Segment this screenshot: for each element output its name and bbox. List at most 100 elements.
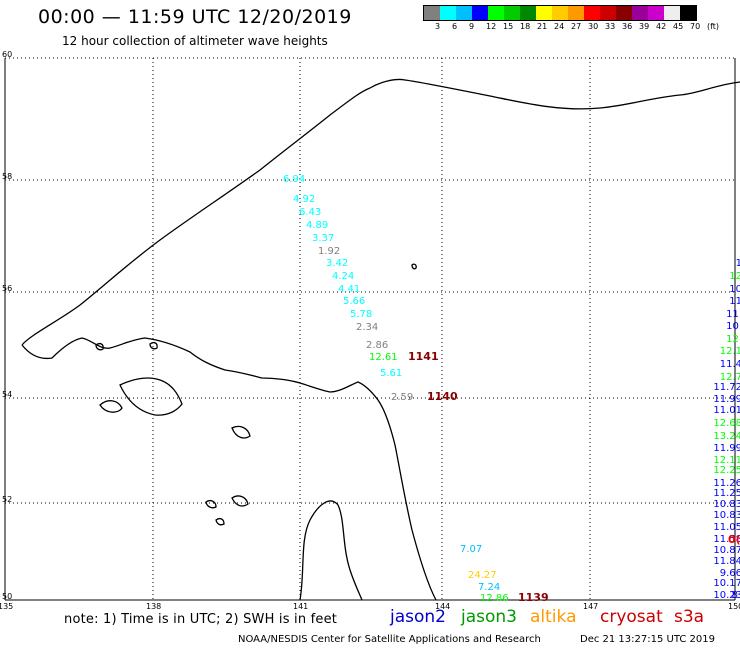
legend-label: 15 <box>503 22 514 31</box>
small-island-2 <box>231 425 251 439</box>
legend-swatch <box>424 6 440 20</box>
legend-label: 33 <box>605 22 616 31</box>
legend-swatch <box>472 6 488 20</box>
wave-height-label: 1141 <box>408 350 439 363</box>
legend-swatch <box>456 6 472 20</box>
wave-height-label: 11.99 <box>713 443 740 454</box>
island-west <box>299 500 363 601</box>
latitude-tick-label: 60 <box>2 50 12 59</box>
latitude-tick-label: 54 <box>2 390 12 399</box>
small-island-4 <box>205 500 217 509</box>
wave-height-label: 5.61 <box>380 368 402 379</box>
legend-swatch <box>680 6 696 20</box>
longitude-tick-label: 138 <box>146 602 161 611</box>
wave-height-label: 4.41 <box>338 284 360 295</box>
legend-label: 36 <box>622 22 633 31</box>
legend-label: 21 <box>537 22 548 31</box>
mainland-coast <box>21 78 740 346</box>
wave-height-label: 11.25 <box>713 488 740 499</box>
wave-height-label: 12.11 <box>713 455 740 466</box>
wave-height-label: 12. <box>726 334 740 345</box>
legend-label: 45 <box>673 22 684 31</box>
wave-height-label: 3.42 <box>326 258 348 269</box>
wave-height-label: 11.99 <box>713 394 740 405</box>
legend-swatch <box>568 6 584 20</box>
wave-height-label: 3.37 <box>312 233 334 244</box>
wave-height-label: 12.25 <box>713 465 740 476</box>
legend-label: (ft) <box>707 22 720 31</box>
satellite-name: jason3 <box>461 607 517 627</box>
small-island-3 <box>231 495 249 507</box>
legend-label: 3 <box>435 22 441 31</box>
longitude-tick-label: 150 <box>728 602 740 611</box>
legend-label: 12 <box>486 22 497 31</box>
legend-swatch <box>552 6 568 20</box>
legend-label: 18 <box>520 22 531 31</box>
longitude-tick-label: 141 <box>293 602 308 611</box>
small-island-8 <box>411 263 417 270</box>
wave-height-label: 12.68 <box>713 418 740 429</box>
wave-height-label: 10.83 <box>713 510 740 521</box>
wave-height-label: 9.66 <box>720 568 740 579</box>
latitude-tick-label: 52 <box>2 495 12 504</box>
legend-label: 30 <box>588 22 599 31</box>
latitude-tick-label: 50 <box>2 592 12 601</box>
wave-height-label: 2.34 <box>356 322 378 333</box>
wave-height-label: 12.7 <box>720 372 740 383</box>
legend-label: 39 <box>639 22 650 31</box>
wave-height-label: 10.83 <box>713 499 740 510</box>
satellite-name: cryosat <box>600 607 663 627</box>
wave-height-label: 11 <box>729 296 740 307</box>
wave-height-label: 10.23 <box>713 590 740 601</box>
wave-height-label: 10.87 <box>713 545 740 556</box>
wave-height-label: 6.94 <box>283 174 305 185</box>
gulf-coast <box>21 337 437 601</box>
wave-height-label: 2.86 <box>366 340 388 351</box>
wave-height-label: 12.1 <box>720 346 740 357</box>
bay-outline <box>119 377 183 416</box>
wave-height-label: 10 <box>729 284 740 295</box>
wave-height-label: 12.61 <box>369 352 398 363</box>
small-island-5 <box>215 517 225 526</box>
wave-height-label: 7.24 <box>478 582 500 593</box>
legend-swatch <box>504 6 520 20</box>
wave-height-label: 24.27 <box>468 570 497 581</box>
satellite-name: altika <box>530 607 577 627</box>
wave-height-label: 11.72 <box>713 382 740 393</box>
legend-swatch <box>584 6 600 20</box>
color-legend-labels: 3 6 9 12 15 18 21 24 27 30 33 36 39 42 45 70 (ft) <box>423 22 740 34</box>
lat-lon-grid <box>4 57 736 601</box>
coastline <box>21 78 740 601</box>
legend-label: 27 <box>571 22 582 31</box>
legend-swatch <box>616 6 632 20</box>
wave-height-label: 13.24 <box>713 431 740 442</box>
legend-swatch <box>520 6 536 20</box>
wave-height-label: 12.86 <box>480 593 509 604</box>
wave-height-label: 8 <box>732 590 738 601</box>
wave-height-label: 12 <box>729 271 740 282</box>
legend-swatch <box>648 6 664 20</box>
legend-swatch <box>632 6 648 20</box>
footer-credit: NOAA/NESDIS Center for Satellite Applica… <box>238 634 541 645</box>
wave-height-label: 5.78 <box>350 309 372 320</box>
legend-label: 9 <box>469 22 475 31</box>
wave-height-label: 11.26 <box>713 478 740 489</box>
longitude-tick-label: 135 <box>0 602 13 611</box>
wave-height-labels: 6.94 4.92 6.43 4.89 3.37 1.923.42 4.24 4.415.66… <box>283 174 740 604</box>
wave-height-label: 1.92 <box>318 246 340 257</box>
wave-height-label: 1 <box>736 258 740 269</box>
small-island-7 <box>149 341 158 350</box>
legend-swatch <box>440 6 456 20</box>
wave-height-label: 11.84 <box>713 556 740 567</box>
wave-height-label: 11.01 <box>713 405 740 416</box>
wave-height-label: 11.58 <box>713 534 740 545</box>
legend-swatch <box>600 6 616 20</box>
small-island-1 <box>99 400 123 413</box>
longitude-tick-label: 144 <box>435 602 450 611</box>
wave-height-label: 6.43 <box>299 207 321 218</box>
wave-height-label: 11.05 <box>713 522 740 533</box>
wave-height-label: 5.66 <box>343 296 365 307</box>
wave-height-label: 4.92 <box>293 194 315 205</box>
wave-height-label: 4.89 <box>306 220 328 231</box>
